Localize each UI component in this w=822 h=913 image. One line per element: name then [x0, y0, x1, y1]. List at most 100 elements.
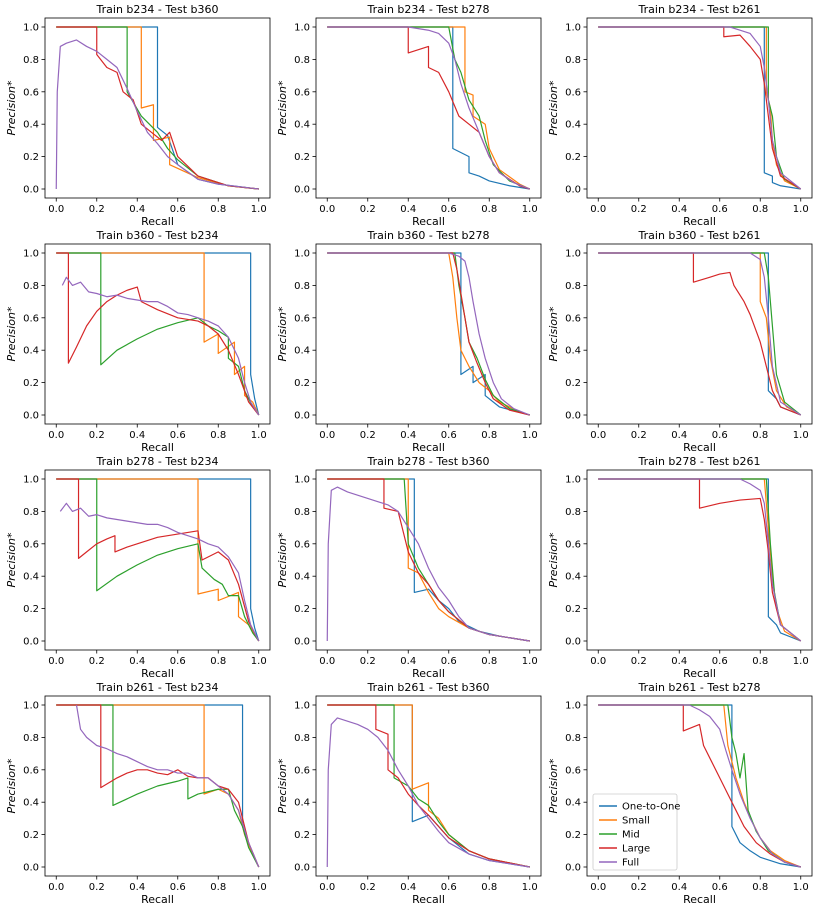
series-line-mid — [56, 478, 260, 642]
y-tick-label: 1.0 — [23, 475, 39, 486]
series-line-one-to-one — [327, 478, 530, 642]
x-tick-label: 0.6 — [170, 882, 186, 893]
x-tick-label: 0.0 — [590, 204, 606, 215]
y-axis-label: Precision* — [276, 306, 289, 362]
series-line-large — [598, 704, 801, 868]
y-tick-label: 0.0 — [565, 185, 581, 196]
series-line-small — [56, 478, 260, 642]
y-tick-label: 0.2 — [294, 152, 310, 163]
series-line-large — [327, 478, 530, 642]
series-line-large — [598, 252, 801, 416]
x-tick-label: 0.0 — [590, 656, 606, 667]
y-axis-label: Precision* — [5, 80, 18, 136]
y-tick-label: 0.8 — [294, 507, 310, 518]
x-tick-label: 1.0 — [793, 204, 809, 215]
panel-title: Train b261 - Test b360 — [367, 681, 490, 694]
x-tick-label: 0.0 — [319, 882, 335, 893]
x-axis-label: Recall — [141, 893, 174, 906]
x-tick-label: 0.0 — [48, 882, 64, 893]
x-tick-label: 0.2 — [89, 882, 105, 893]
y-tick-label: 0.4 — [294, 798, 310, 809]
x-tick-label: 0.2 — [631, 204, 647, 215]
x-tick-label: 0.0 — [48, 204, 64, 215]
panel-title: Train b278 - Test b360 — [367, 455, 490, 468]
y-tick-label: 0.2 — [23, 152, 39, 163]
series-line-large — [598, 26, 802, 190]
x-tick-label: 0.6 — [712, 204, 728, 215]
y-tick-label: 1.0 — [565, 475, 581, 486]
axes-frame — [44, 695, 271, 877]
series-group — [327, 26, 531, 190]
y-tick-label: 1.0 — [23, 249, 39, 260]
panel-4: Train b360 - Test b234 0.0 0.2 0.4 0.6 0.8 1.0… — [5, 229, 271, 454]
y-tick-label: 0.0 — [565, 863, 581, 874]
y-tick-label: 0.8 — [565, 281, 581, 292]
x-tick-label: 0.6 — [441, 882, 457, 893]
panel-title: Train b278 - Test b261 — [638, 455, 761, 468]
x-axis-label: Recall — [141, 441, 174, 454]
y-tick-label: 0.4 — [294, 346, 310, 357]
y-tick-label: 0.0 — [23, 637, 39, 648]
panel-title: Train b261 - Test b234 — [96, 681, 219, 694]
x-tick-label: 0.6 — [441, 430, 457, 441]
y-tick-label: 1.0 — [23, 23, 39, 34]
x-tick-label: 0.0 — [590, 430, 606, 441]
y-tick-label: 0.8 — [23, 733, 39, 744]
y-tick-label: 0.4 — [565, 120, 581, 131]
y-tick-label: 0.4 — [565, 346, 581, 357]
y-tick-label: 0.8 — [565, 733, 581, 744]
x-tick-label: 0.2 — [631, 430, 647, 441]
series-line-full — [598, 252, 802, 416]
y-tick-label: 1.0 — [294, 475, 310, 486]
x-tick-label: 0.6 — [712, 882, 728, 893]
legend-label: Large — [622, 844, 650, 855]
x-tick-label: 0.0 — [319, 430, 335, 441]
series-line-full — [326, 486, 530, 642]
x-tick-label: 1.0 — [522, 204, 538, 215]
y-tick-label: 0.2 — [294, 604, 310, 615]
series-line-full — [598, 26, 802, 190]
x-axis-label: Recall — [683, 667, 716, 680]
x-tick-label: 0.6 — [712, 430, 728, 441]
y-tick-label: 0.8 — [294, 733, 310, 744]
y-tick-label: 0.2 — [565, 830, 581, 841]
y-tick-label: 0.2 — [23, 830, 39, 841]
y-tick-label: 1.0 — [565, 23, 581, 34]
x-tick-label: 0.8 — [210, 656, 226, 667]
x-axis-label: Recall — [412, 215, 445, 228]
x-tick-label: 0.6 — [441, 204, 457, 215]
x-tick-label: 0.8 — [752, 656, 768, 667]
series-line-one-to-one — [327, 26, 530, 190]
series-line-full — [327, 252, 530, 416]
series-line-small — [56, 252, 260, 416]
series-group — [598, 252, 802, 416]
legend-label: Small — [622, 816, 650, 827]
series-line-large — [327, 252, 530, 416]
x-tick-label: 0.8 — [752, 204, 768, 215]
x-tick-label: 0.8 — [752, 882, 768, 893]
axes-frame — [315, 469, 542, 651]
panel-7: Train b278 - Test b234 0.0 0.2 0.4 0.6 0.8 1.0… — [5, 455, 271, 680]
legend-label: Mid — [622, 830, 640, 841]
y-tick-label: 0.0 — [23, 185, 39, 196]
series-line-mid — [56, 704, 260, 868]
legend: One-to-One Small Mid Large Full — [592, 793, 680, 871]
x-tick-label: 0.6 — [441, 656, 457, 667]
y-tick-label: 1.0 — [23, 701, 39, 712]
y-tick-label: 0.0 — [565, 637, 581, 648]
x-tick-label: 0.4 — [400, 204, 416, 215]
y-tick-label: 0.2 — [294, 378, 310, 389]
series-line-small — [598, 252, 802, 416]
y-tick-label: 0.8 — [294, 55, 310, 66]
y-tick-label: 0.8 — [23, 55, 39, 66]
x-tick-label: 0.8 — [210, 430, 226, 441]
y-tick-label: 0.0 — [294, 863, 310, 874]
x-tick-label: 1.0 — [522, 656, 538, 667]
x-tick-label: 0.2 — [360, 430, 376, 441]
x-tick-label: 0.4 — [400, 430, 416, 441]
y-tick-label: 1.0 — [565, 249, 581, 260]
x-tick-label: 0.4 — [129, 430, 145, 441]
y-tick-label: 0.2 — [23, 604, 39, 615]
series-line-large — [56, 478, 260, 642]
y-tick-label: 0.4 — [565, 798, 581, 809]
